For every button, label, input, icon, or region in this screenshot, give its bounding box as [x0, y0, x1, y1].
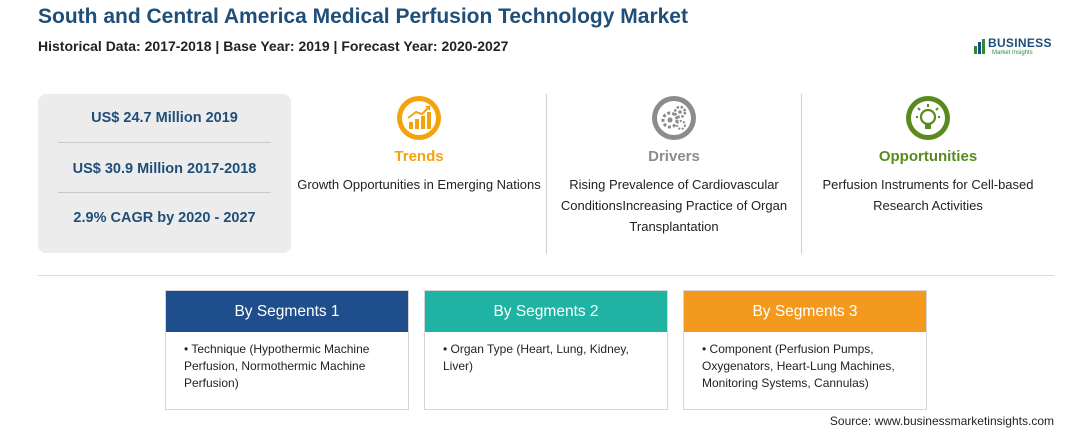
source-note: Source: www.businessmarketinsights.com [829, 414, 1054, 428]
segment-1-title: By Segments 1 [166, 291, 408, 332]
drivers-column: Drivers Rising Prevalence of Cardiovascu… [549, 94, 799, 237]
segment-1-body: • Technique (Hypothermic Machine Perfusi… [184, 342, 370, 390]
gears-icon [652, 96, 696, 140]
page-title: South and Central America Medical Perfus… [38, 5, 688, 28]
segment-2-body: • Organ Type (Heart, Lung, Kidney, Liver… [443, 342, 629, 373]
segment-3-body: • Component (Perfusion Pumps, Oxygenator… [702, 342, 895, 390]
column-divider [801, 94, 802, 254]
logo-tagline: Market Insights [992, 50, 1033, 56]
logo-mark-icon [974, 39, 985, 54]
segment-3-item: Component (Perfusion Pumps, Oxygenators,… [702, 342, 895, 390]
drivers-heading: Drivers [648, 148, 700, 165]
logo-wordmark: BUSINESS [988, 36, 1052, 50]
segment-card-1: By Segments 1 • Technique (Hypothermic M… [165, 290, 409, 410]
segment-card-2: By Segments 2 • Organ Type (Heart, Lung,… [424, 290, 668, 410]
market-stats-panel: US$ 24.7 Million 2019 US$ 30.9 Million 2… [38, 94, 291, 253]
cagr-value: 2.9% CAGR by 2020 - 2027 [73, 210, 256, 226]
segment-2-item: Organ Type (Heart, Lung, Kidney, Liver) [443, 342, 629, 373]
divider [58, 142, 271, 143]
segment-card-3: By Segments 3 • Component (Perfusion Pum… [683, 290, 927, 410]
lightbulb-icon [906, 96, 950, 140]
trends-heading: Trends [394, 148, 444, 165]
page-subtitle: Historical Data: 2017-2018 | Base Year: … [38, 38, 509, 54]
company-logo: BUSINESS Market Insights [972, 34, 1062, 62]
drivers-text: Rising Prevalence of Cardiovascular Cond… [560, 177, 788, 234]
opportunities-heading: Opportunities [878, 148, 978, 165]
segment-1-item: Technique (Hypothermic Machine Perfusion… [184, 342, 370, 390]
trends-column: Trends Growth Opportunities in Emerging … [294, 94, 544, 195]
segment-2-title: By Segments 2 [425, 291, 667, 332]
market-value-historical: US$ 30.9 Million 2017-2018 [72, 161, 257, 177]
trend-chart-icon [397, 96, 441, 140]
opportunities-column: Opportunities Perfusion Instruments for … [803, 94, 1053, 216]
segment-3-title: By Segments 3 [684, 291, 926, 332]
divider [58, 192, 271, 193]
section-divider [38, 275, 1054, 276]
market-value-2019: US$ 24.7 Million 2019 [91, 110, 238, 126]
opportunities-text: Perfusion Instruments for Cell-based Res… [822, 177, 1034, 213]
column-divider [546, 94, 547, 254]
trends-text: Growth Opportunities in Emerging Nations [297, 177, 541, 192]
